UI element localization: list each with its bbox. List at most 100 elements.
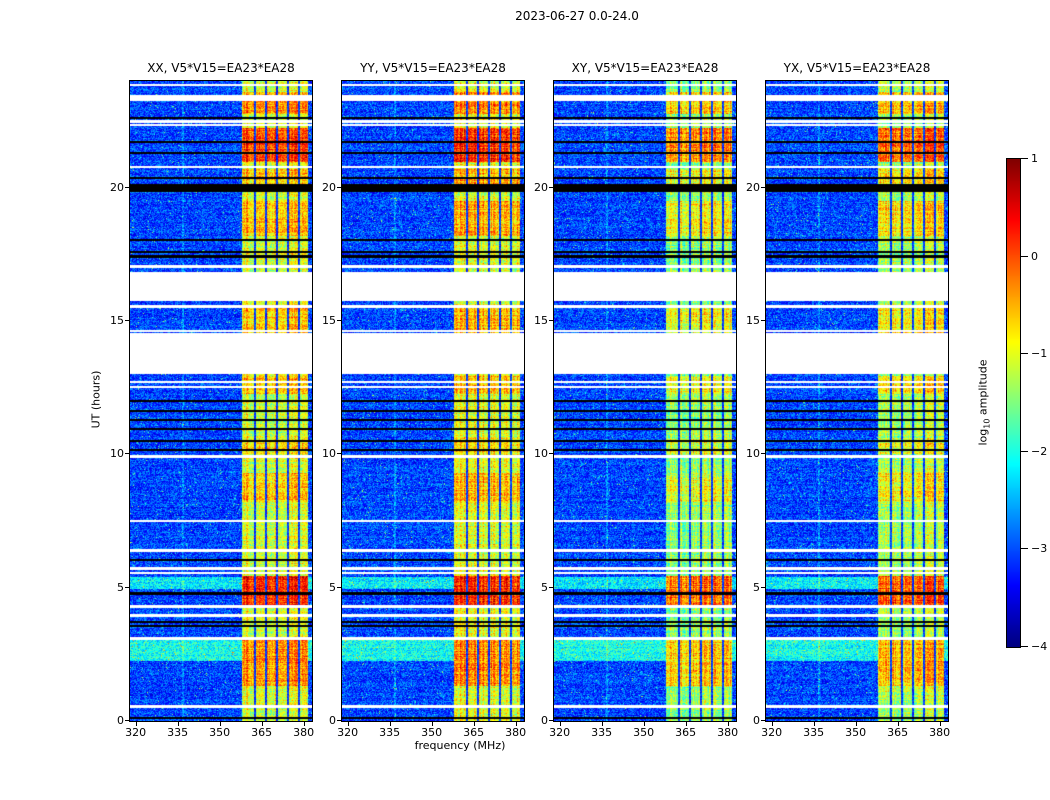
x-tick-label: 365 bbox=[463, 726, 485, 739]
y-tick-label: 15 bbox=[534, 314, 548, 327]
x-tick-label: 350 bbox=[421, 726, 443, 739]
x-tick-label: 380 bbox=[717, 726, 739, 739]
y-tick bbox=[761, 186, 765, 188]
y-tick-label: 10 bbox=[746, 447, 760, 461]
y-tick bbox=[125, 720, 129, 721]
x-tick-label: 365 bbox=[887, 726, 909, 739]
colorbar-tick-label: −4 bbox=[1031, 640, 1048, 653]
y-tick-label: 0 bbox=[541, 714, 548, 727]
x-tick bbox=[771, 722, 773, 726]
panel-title-xy: XY, V5*V15=EA23*EA28 bbox=[571, 61, 719, 75]
y-tick bbox=[761, 453, 765, 455]
spectrogram-panel-xy: XY, V5*V15=EA23*EA28 0 5 10 15 20 320 335 350 365… bbox=[534, 61, 738, 739]
y-tick-label: 15 bbox=[322, 314, 336, 327]
y-tick-label: 5 bbox=[541, 580, 548, 594]
x-tick-label: 350 bbox=[845, 726, 867, 739]
spectrogram-panel-xx: XX, V5*V15=EA23*EA28 0 5 10 15 20 320 335 350 365… bbox=[110, 61, 314, 739]
y-tick bbox=[549, 586, 553, 588]
x-tick bbox=[515, 722, 517, 726]
y-tick bbox=[125, 320, 129, 321]
colorbar-tick-label: 0 bbox=[1031, 249, 1038, 263]
x-tick bbox=[303, 722, 305, 726]
y-tick-label: 10 bbox=[322, 447, 336, 461]
y-tick-label: 10 bbox=[110, 447, 124, 461]
x-tick-label: 335 bbox=[167, 726, 189, 739]
colorbar-tick bbox=[1021, 646, 1028, 647]
y-tick bbox=[337, 720, 341, 721]
x-tick bbox=[855, 722, 857, 726]
y-tick bbox=[549, 453, 553, 455]
colorbar-label: log10 amplitude bbox=[977, 343, 992, 463]
figure-title: 2023-06-27 0.0-24.0 bbox=[515, 9, 639, 23]
x-tick bbox=[473, 722, 475, 726]
y-tick bbox=[549, 720, 553, 721]
y-tick-label: 15 bbox=[110, 314, 124, 327]
x-tick bbox=[601, 722, 603, 726]
colorbar-tick bbox=[1021, 158, 1028, 159]
x-tick bbox=[347, 722, 349, 726]
y-axis-label: UT (hours) bbox=[89, 370, 103, 429]
y-tick bbox=[549, 320, 553, 321]
y-tick bbox=[549, 186, 553, 188]
y-tick bbox=[761, 720, 765, 721]
y-tick bbox=[125, 453, 129, 455]
colorbar bbox=[1006, 158, 1021, 648]
colorbar-label-pre: log bbox=[976, 428, 990, 446]
y-tick-label: 5 bbox=[117, 580, 124, 594]
spectrogram-panel-yy: YY, V5*V15=EA23*EA28 0 5 10 15 20 320 335 350 365… bbox=[322, 61, 526, 739]
y-tick-label: 0 bbox=[753, 714, 760, 727]
x-tick-label: 320 bbox=[125, 726, 147, 739]
x-tick-label: 350 bbox=[209, 726, 231, 739]
x-tick bbox=[219, 722, 221, 726]
colorbar-tick-label: −1 bbox=[1031, 347, 1048, 361]
panel-title-yx: YX, V5*V15=EA23*EA28 bbox=[783, 61, 931, 75]
y-tick-label: 0 bbox=[117, 714, 124, 727]
x-tick bbox=[135, 722, 137, 726]
y-tick bbox=[337, 586, 341, 588]
x-tick-label: 365 bbox=[251, 726, 273, 739]
colorbar-tick bbox=[1021, 255, 1028, 257]
x-tick bbox=[431, 722, 433, 726]
x-tick-label: 335 bbox=[591, 726, 613, 739]
panel-title-xx: XX, V5*V15=EA23*EA28 bbox=[147, 61, 295, 75]
y-tick bbox=[337, 320, 341, 321]
colorbar-label-sub: 10 bbox=[982, 418, 992, 429]
x-tick bbox=[177, 722, 179, 726]
y-tick bbox=[761, 320, 765, 321]
x-tick bbox=[643, 722, 645, 726]
x-tick bbox=[559, 722, 561, 726]
x-tick-label: 335 bbox=[803, 726, 825, 739]
y-tick bbox=[337, 186, 341, 188]
x-tick bbox=[389, 722, 391, 726]
y-tick-label: 20 bbox=[110, 180, 124, 194]
y-tick-label: 10 bbox=[534, 447, 548, 461]
x-tick bbox=[727, 722, 729, 726]
x-tick-label: 380 bbox=[293, 726, 315, 739]
x-tick-label: 320 bbox=[549, 726, 571, 739]
y-tick-label: 5 bbox=[329, 580, 336, 594]
spectrogram-canvas-yx bbox=[766, 81, 948, 721]
colorbar-tick bbox=[1021, 450, 1028, 452]
x-tick-label: 320 bbox=[337, 726, 359, 739]
x-tick-label: 380 bbox=[929, 726, 951, 739]
y-tick-label: 5 bbox=[753, 580, 760, 594]
colorbar-tick-label: 1 bbox=[1031, 152, 1038, 165]
colorbar-tick bbox=[1021, 353, 1028, 355]
y-tick-label: 20 bbox=[322, 180, 336, 194]
spectrogram-canvas-xx bbox=[130, 81, 312, 721]
colorbar-tick-label: −2 bbox=[1031, 444, 1048, 458]
x-tick-label: 365 bbox=[675, 726, 697, 739]
y-tick bbox=[125, 586, 129, 588]
x-tick-label: 350 bbox=[633, 726, 655, 739]
x-tick bbox=[261, 722, 263, 726]
colorbar-label-post: amplitude bbox=[976, 359, 990, 419]
y-tick bbox=[761, 586, 765, 588]
x-tick-label: 320 bbox=[761, 726, 783, 739]
x-tick-label: 380 bbox=[505, 726, 527, 739]
x-tick-label: 335 bbox=[379, 726, 401, 739]
x-tick bbox=[685, 722, 687, 726]
spectrogram-panel-yx: YX, V5*V15=EA23*EA28 0 5 10 15 20 320 335 350 365… bbox=[746, 61, 950, 739]
x-axis-label: frequency (MHz) bbox=[414, 739, 506, 752]
colorbar-tick-label: −3 bbox=[1031, 542, 1048, 556]
spectrogram-canvas-yy bbox=[342, 81, 524, 721]
